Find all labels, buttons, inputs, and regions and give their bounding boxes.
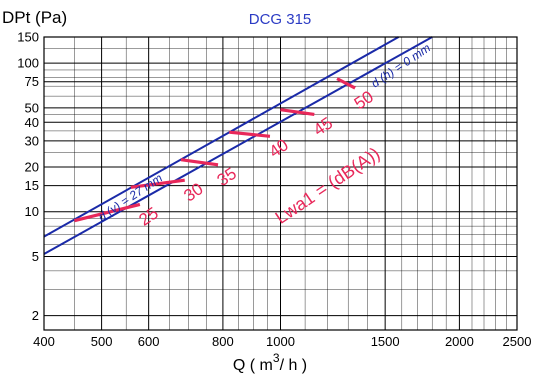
x-axis-label-main: Q ( m <box>233 357 273 374</box>
grid <box>43 36 518 330</box>
x-tick-label: 500 <box>91 334 113 349</box>
noise-level-label: 50 <box>351 87 377 113</box>
noise-level-label: 25 <box>136 203 162 229</box>
y-tick-label: 10 <box>25 204 39 219</box>
y-tick-label: 150 <box>17 30 39 45</box>
y-axis-label: DPt (Pa) <box>2 8 67 27</box>
y-tick-label: 75 <box>25 74 39 89</box>
x-axis-label-sup: 3 <box>273 351 280 365</box>
y-tick-label: 30 <box>25 133 39 148</box>
x-tick-label: 2000 <box>445 334 474 349</box>
noise-segment <box>280 108 315 116</box>
noise-level-label: 40 <box>266 135 292 161</box>
noise-segment <box>130 178 185 189</box>
x-tick-label: 2500 <box>503 334 532 349</box>
y-tick-label: 50 <box>25 100 39 115</box>
chart-title: DCG 315 <box>249 11 312 28</box>
noise-segment <box>336 77 356 90</box>
noise-segment <box>180 158 219 167</box>
y-tick-label: 100 <box>17 56 39 71</box>
noise-level-label: 45 <box>310 113 336 139</box>
x-tick-label: 400 <box>33 334 55 349</box>
x-tick-label: 1000 <box>266 334 295 349</box>
y-tick-label: 5 <box>32 249 39 264</box>
noise-segment <box>74 202 141 223</box>
tick-labels: 400 500 600 800 1000 1500 2000 2500251015203040… <box>17 30 531 350</box>
y-tick-label: 2 <box>32 308 39 323</box>
x-tick-label: 1500 <box>371 334 400 349</box>
noise-level-label: 35 <box>214 164 240 190</box>
x-tick-label: 800 <box>212 334 234 349</box>
y-tick-label: 40 <box>25 115 39 130</box>
series-line <box>43 36 400 238</box>
series-lines <box>43 36 433 255</box>
x-axis-label: Q ( m3/ h ) <box>233 351 307 374</box>
x-tick-label: 600 <box>138 334 160 349</box>
plot-frame <box>43 36 518 331</box>
y-tick-label: 15 <box>25 178 39 193</box>
noise-level-label: 30 <box>180 179 206 205</box>
y-tick-label: 20 <box>25 160 39 175</box>
series-line <box>43 36 433 255</box>
noise-segment <box>229 130 271 138</box>
x-axis-label-tail: / h ) <box>280 357 308 374</box>
